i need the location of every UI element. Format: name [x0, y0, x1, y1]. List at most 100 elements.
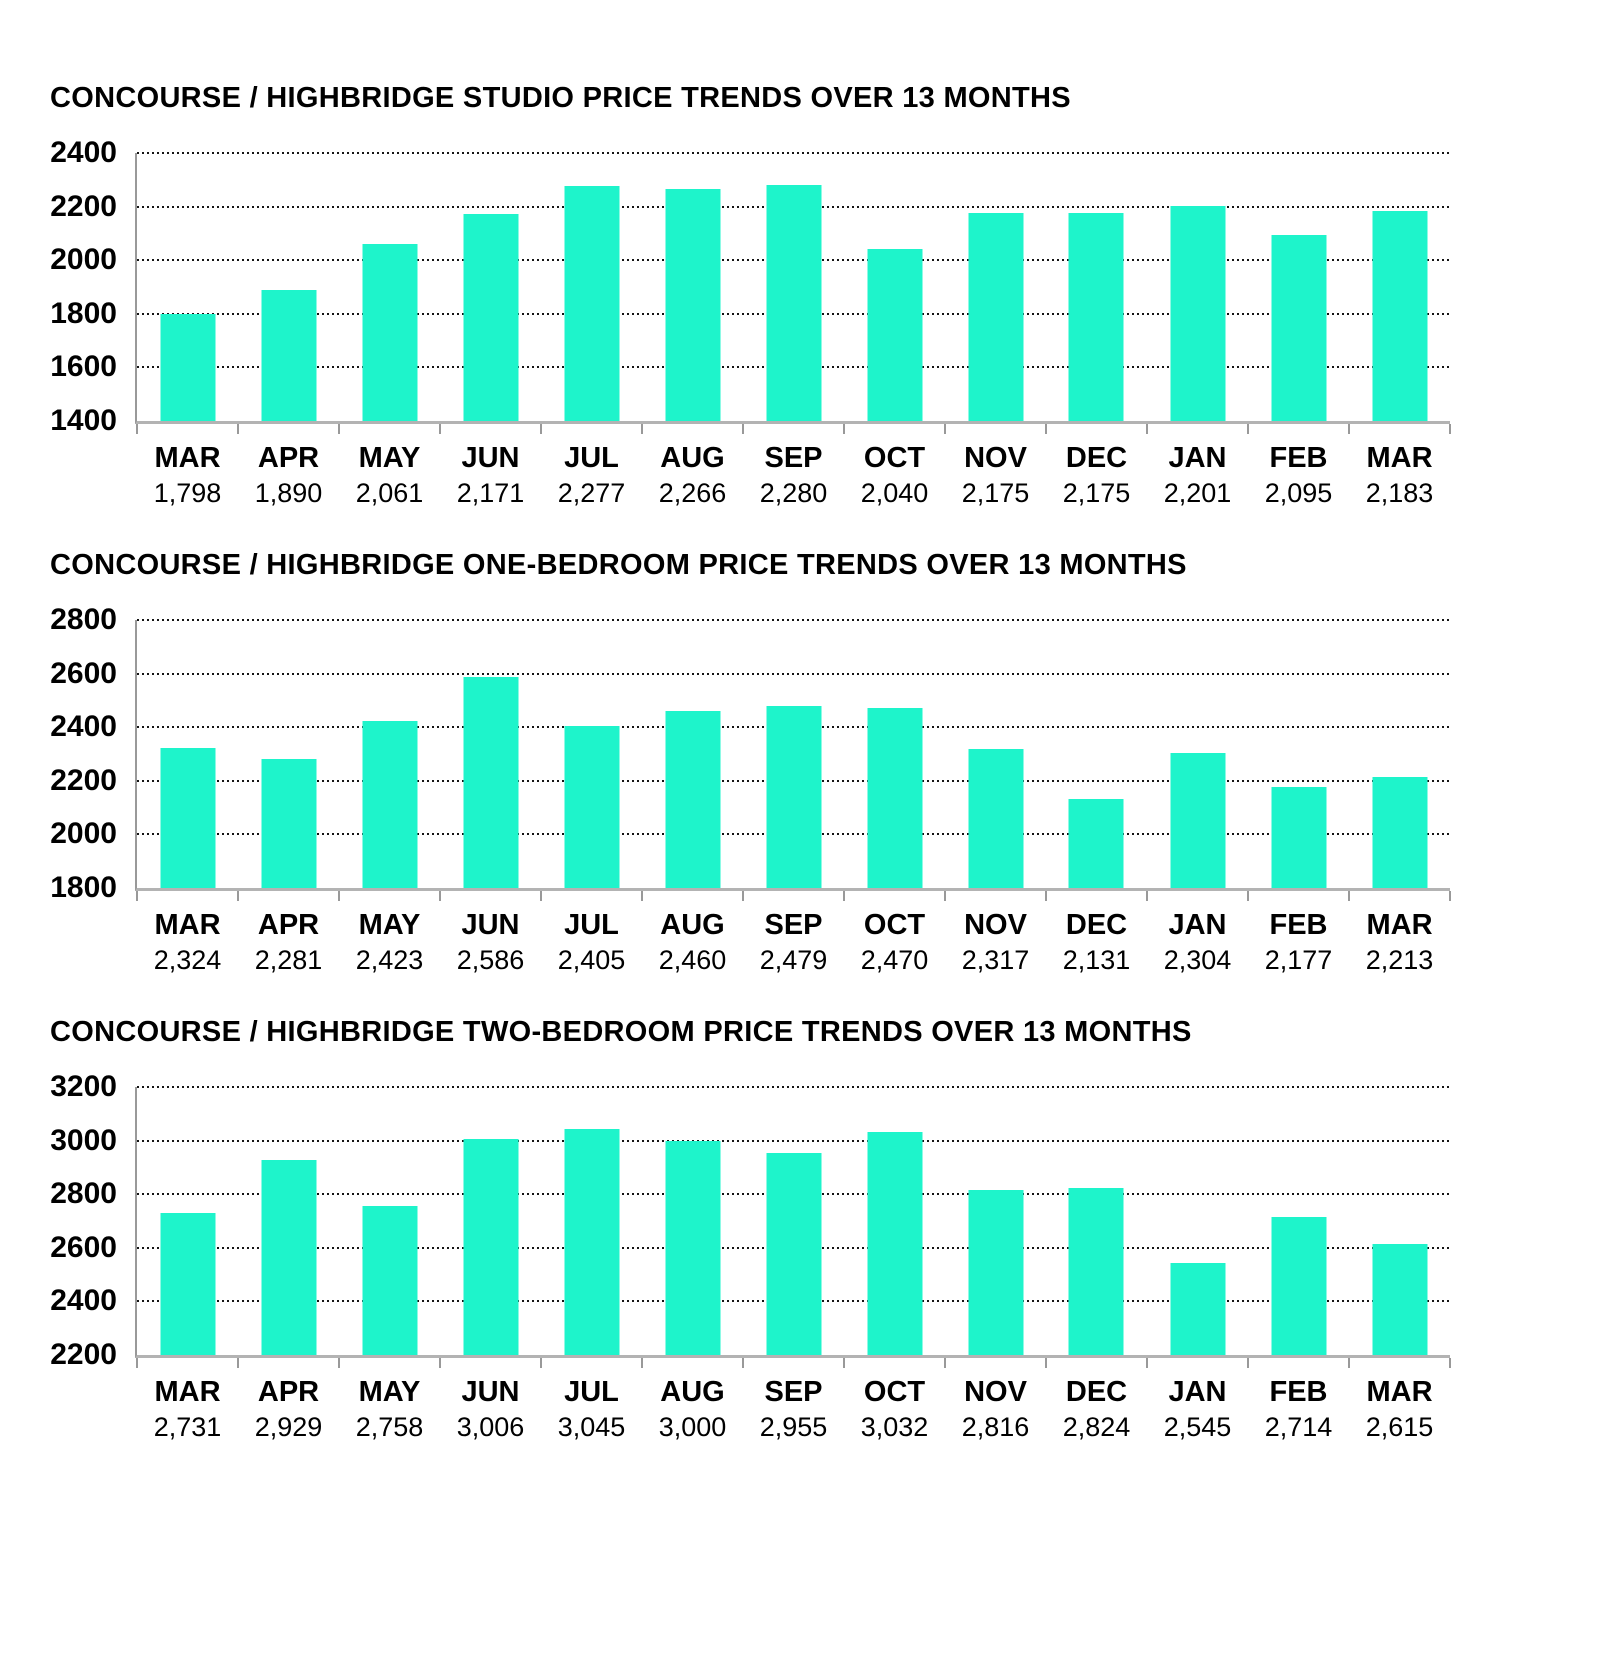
bar-aug-5 — [665, 188, 720, 421]
y-axis-label: 2400 — [50, 136, 117, 169]
bar-dec-9 — [1068, 213, 1124, 421]
x-axis-tick — [843, 424, 845, 434]
x-label-cell: OCT 2,470 — [844, 909, 945, 976]
month-label: FEB — [1269, 909, 1328, 942]
x-label-cell: APR 2,929 — [238, 1376, 339, 1443]
bar-jul-4 — [564, 1128, 619, 1356]
month-label: FEB — [1269, 1376, 1328, 1409]
bar-may-2 — [362, 1205, 417, 1356]
x-axis-tick — [944, 891, 946, 902]
value-label: 2,177 — [1264, 945, 1333, 976]
value-label: 2,175 — [961, 478, 1030, 509]
bar-aug-5 — [665, 711, 720, 889]
x-axis-tick — [944, 1358, 946, 1369]
value-label: 2,304 — [1163, 945, 1232, 976]
x-label-cell: AUG 2,460 — [642, 909, 743, 976]
chart-title: CONCOURSE / HIGHBRIDGE ONE-BEDROOM PRICE… — [50, 549, 1187, 582]
month-label: FEB — [1269, 442, 1328, 474]
x-axis-labels: MAR 1,798 APR 1,890 MAY 2,061 JUN 2,171 JUL 2,277… — [137, 442, 1450, 509]
x-label-cell: APR 2,281 — [238, 909, 339, 976]
x-label-cell: JUN 2,586 — [440, 909, 541, 976]
month-label: JAN — [1168, 1376, 1227, 1409]
x-axis-tick — [540, 891, 542, 902]
value-label: 2,095 — [1264, 478, 1333, 509]
y-axis-label: 2000 — [50, 243, 117, 277]
x-axis-tick — [338, 424, 340, 434]
x-axis-tick — [136, 891, 138, 902]
month-label: JAN — [1168, 909, 1227, 942]
value-label: 2,929 — [254, 1412, 323, 1443]
month-label: MAR — [1366, 442, 1433, 474]
x-axis-tick — [540, 424, 542, 434]
bar-oct-7 — [867, 249, 922, 421]
x-axis-tick — [1348, 424, 1350, 434]
gridline — [137, 152, 1450, 154]
x-label-cell: NOV 2,175 — [945, 442, 1046, 509]
x-label-cell: OCT 2,040 — [844, 442, 945, 509]
x-axis-tick — [1045, 424, 1047, 434]
y-axis-label: 2600 — [50, 1230, 117, 1264]
x-label-cell: SEP 2,955 — [743, 1376, 844, 1443]
value-label: 2,131 — [1062, 945, 1131, 976]
plot-area — [135, 619, 1451, 902]
plot-row: 3200 3000 2800 2600 2400 2200 — [50, 1072, 1451, 1370]
month-label: MAY — [358, 909, 421, 942]
bar-jun-3 — [463, 214, 518, 421]
month-label: MAR — [1366, 909, 1433, 942]
value-label: 2,324 — [153, 945, 222, 976]
value-label: 2,277 — [557, 478, 626, 509]
x-axis-tick — [1449, 1358, 1451, 1369]
y-axis-label: 2000 — [50, 817, 117, 851]
bar-sep-6 — [766, 1152, 821, 1356]
x-axis-labels: MAR 2,324 APR 2,281 MAY 2,423 JUN 2,586 JUL 2,405… — [137, 909, 1450, 976]
bar-jul-4 — [564, 185, 619, 421]
value-label: 2,183 — [1365, 478, 1434, 509]
x-axis-tick — [237, 1358, 239, 1369]
x-label-cell: MAR 2,615 — [1349, 1376, 1450, 1443]
x-label-cell: JUL 3,045 — [541, 1376, 642, 1443]
x-label-cell: JUN 2,171 — [440, 442, 541, 509]
bar-nov-8 — [968, 749, 1023, 889]
month-label: SEP — [764, 1376, 823, 1409]
x-axis-tick — [1449, 424, 1451, 434]
month-label: OCT — [863, 1376, 926, 1409]
month-label: JUN — [461, 442, 520, 474]
x-axis-tick — [1045, 1358, 1047, 1369]
value-label: 2,405 — [557, 945, 626, 976]
x-label-cell: DEC 2,131 — [1046, 909, 1147, 976]
bar-mar-0 — [160, 314, 215, 421]
x-axis-tick — [641, 424, 643, 434]
x-label-cell: MAR 1,798 — [137, 442, 238, 509]
month-label: NOV — [964, 1376, 1027, 1409]
y-axis: 3200 3000 2800 2600 2400 2200 — [50, 1072, 135, 1370]
month-label: DEC — [1065, 1376, 1128, 1409]
bar-jun-3 — [463, 677, 518, 889]
x-axis-tick — [641, 1358, 643, 1369]
value-label: 1,798 — [153, 478, 222, 509]
value-label: 2,175 — [1062, 478, 1131, 509]
month-label: MAR — [154, 1376, 221, 1409]
month-label: OCT — [863, 909, 926, 942]
value-label: 3,032 — [860, 1412, 929, 1443]
bar-jan-10 — [1170, 1262, 1225, 1356]
value-label: 2,061 — [355, 478, 424, 509]
value-label: 2,545 — [1163, 1412, 1232, 1443]
bar-dec-9 — [1068, 1187, 1124, 1356]
bar-nov-8 — [968, 213, 1023, 421]
value-label: 2,040 — [860, 478, 929, 509]
gridline — [137, 619, 1450, 622]
bar-sep-6 — [766, 185, 821, 421]
bar-jul-4 — [564, 725, 619, 889]
value-label: 2,460 — [658, 945, 727, 976]
bar-mar-0 — [160, 747, 215, 889]
bar-oct-7 — [867, 708, 922, 889]
bar-dec-9 — [1068, 799, 1124, 889]
x-label-cell: NOV 2,317 — [945, 909, 1046, 976]
value-label: 2,955 — [759, 1412, 828, 1443]
value-label: 2,171 — [456, 478, 525, 509]
x-axis-tick — [237, 424, 239, 434]
month-label: JUL — [564, 1376, 619, 1409]
bar-mar-0 — [160, 1212, 215, 1356]
x-axis-tick — [338, 1358, 340, 1369]
x-label-cell: MAY 2,758 — [339, 1376, 440, 1443]
